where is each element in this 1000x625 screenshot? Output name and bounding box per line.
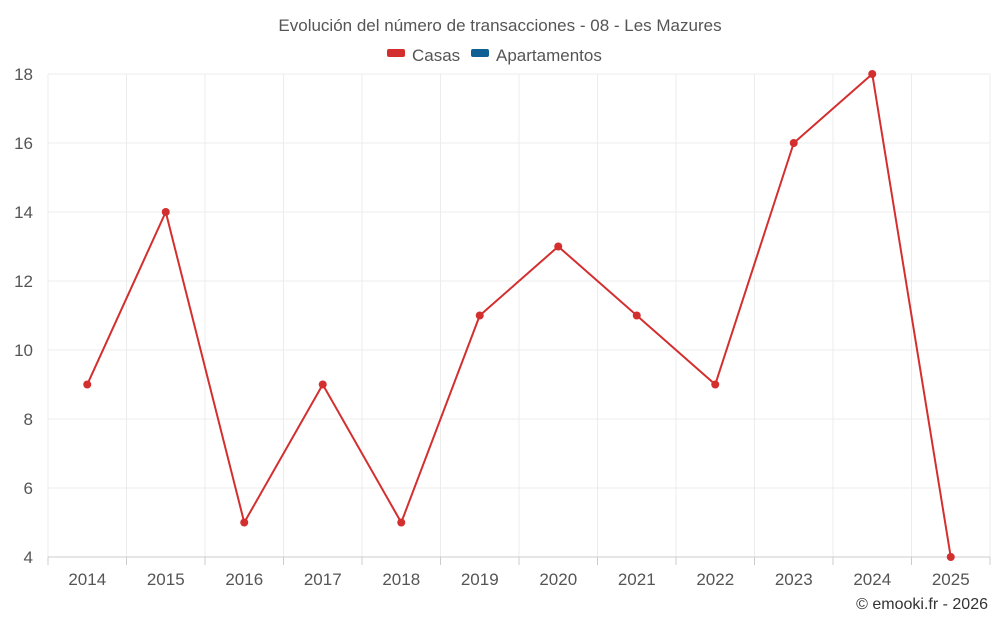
series-line-casas bbox=[86, 73, 952, 558]
y-tick-label: 10 bbox=[14, 341, 33, 360]
data-point-casas[interactable] bbox=[83, 380, 92, 389]
y-tick-label: 18 bbox=[14, 65, 33, 84]
x-tick-label: 2023 bbox=[775, 570, 813, 589]
y-tick-label: 6 bbox=[24, 479, 33, 498]
y-tick-label: 8 bbox=[24, 410, 33, 429]
data-point-casas[interactable] bbox=[475, 311, 484, 320]
x-tick-label: 2024 bbox=[853, 570, 891, 589]
axes: 4 6 8 10 12 14 16 18 2014 2015 2016 2017 2018 2019 202… bbox=[14, 65, 991, 589]
x-tick-label: 2025 bbox=[932, 570, 970, 589]
data-point-casas[interactable] bbox=[789, 139, 798, 147]
data-point-casas[interactable] bbox=[868, 70, 877, 78]
legend-swatch-apartamentos bbox=[471, 49, 489, 57]
data-point-casas[interactable] bbox=[946, 553, 955, 561]
data-point-casas[interactable] bbox=[318, 380, 327, 389]
credit-text: © emooki.fr - 2026 bbox=[856, 596, 988, 613]
legend-item-casas[interactable]: Casas bbox=[387, 46, 460, 65]
y-tick-label: 16 bbox=[14, 134, 33, 153]
legend-label-apartamentos: Apartamentos bbox=[496, 46, 602, 65]
x-tick-label: 2015 bbox=[147, 570, 185, 589]
data-point-casas[interactable] bbox=[554, 242, 563, 251]
data-point-casas[interactable] bbox=[711, 380, 720, 389]
legend-label-casas: Casas bbox=[412, 46, 460, 65]
chart-title: Evolución del número de transacciones - … bbox=[278, 16, 721, 35]
data-point-casas[interactable] bbox=[161, 208, 170, 216]
x-tick-label: 2021 bbox=[618, 570, 656, 589]
x-tick-label: 2020 bbox=[539, 570, 577, 589]
x-tick-label: 2016 bbox=[225, 570, 263, 589]
legend-swatch-casas bbox=[387, 49, 405, 57]
legend-item-apartamentos[interactable]: Apartamentos bbox=[471, 46, 602, 65]
y-tick-label: 12 bbox=[14, 272, 33, 291]
x-tick-label: 2017 bbox=[304, 570, 342, 589]
x-tick-label: 2014 bbox=[68, 570, 106, 589]
legend: Casas Apartamentos bbox=[387, 46, 602, 65]
x-tick-label: 2022 bbox=[696, 570, 734, 589]
data-point-casas[interactable] bbox=[632, 311, 641, 320]
series-casas bbox=[83, 70, 955, 561]
y-tick-label: 14 bbox=[14, 203, 33, 222]
x-tick-label: 2019 bbox=[461, 570, 499, 589]
x-tick-label: 2018 bbox=[382, 570, 420, 589]
data-point-casas[interactable] bbox=[240, 518, 249, 527]
data-point-casas[interactable] bbox=[397, 518, 406, 527]
y-tick-label: 4 bbox=[24, 548, 33, 567]
grid bbox=[47, 73, 991, 558]
